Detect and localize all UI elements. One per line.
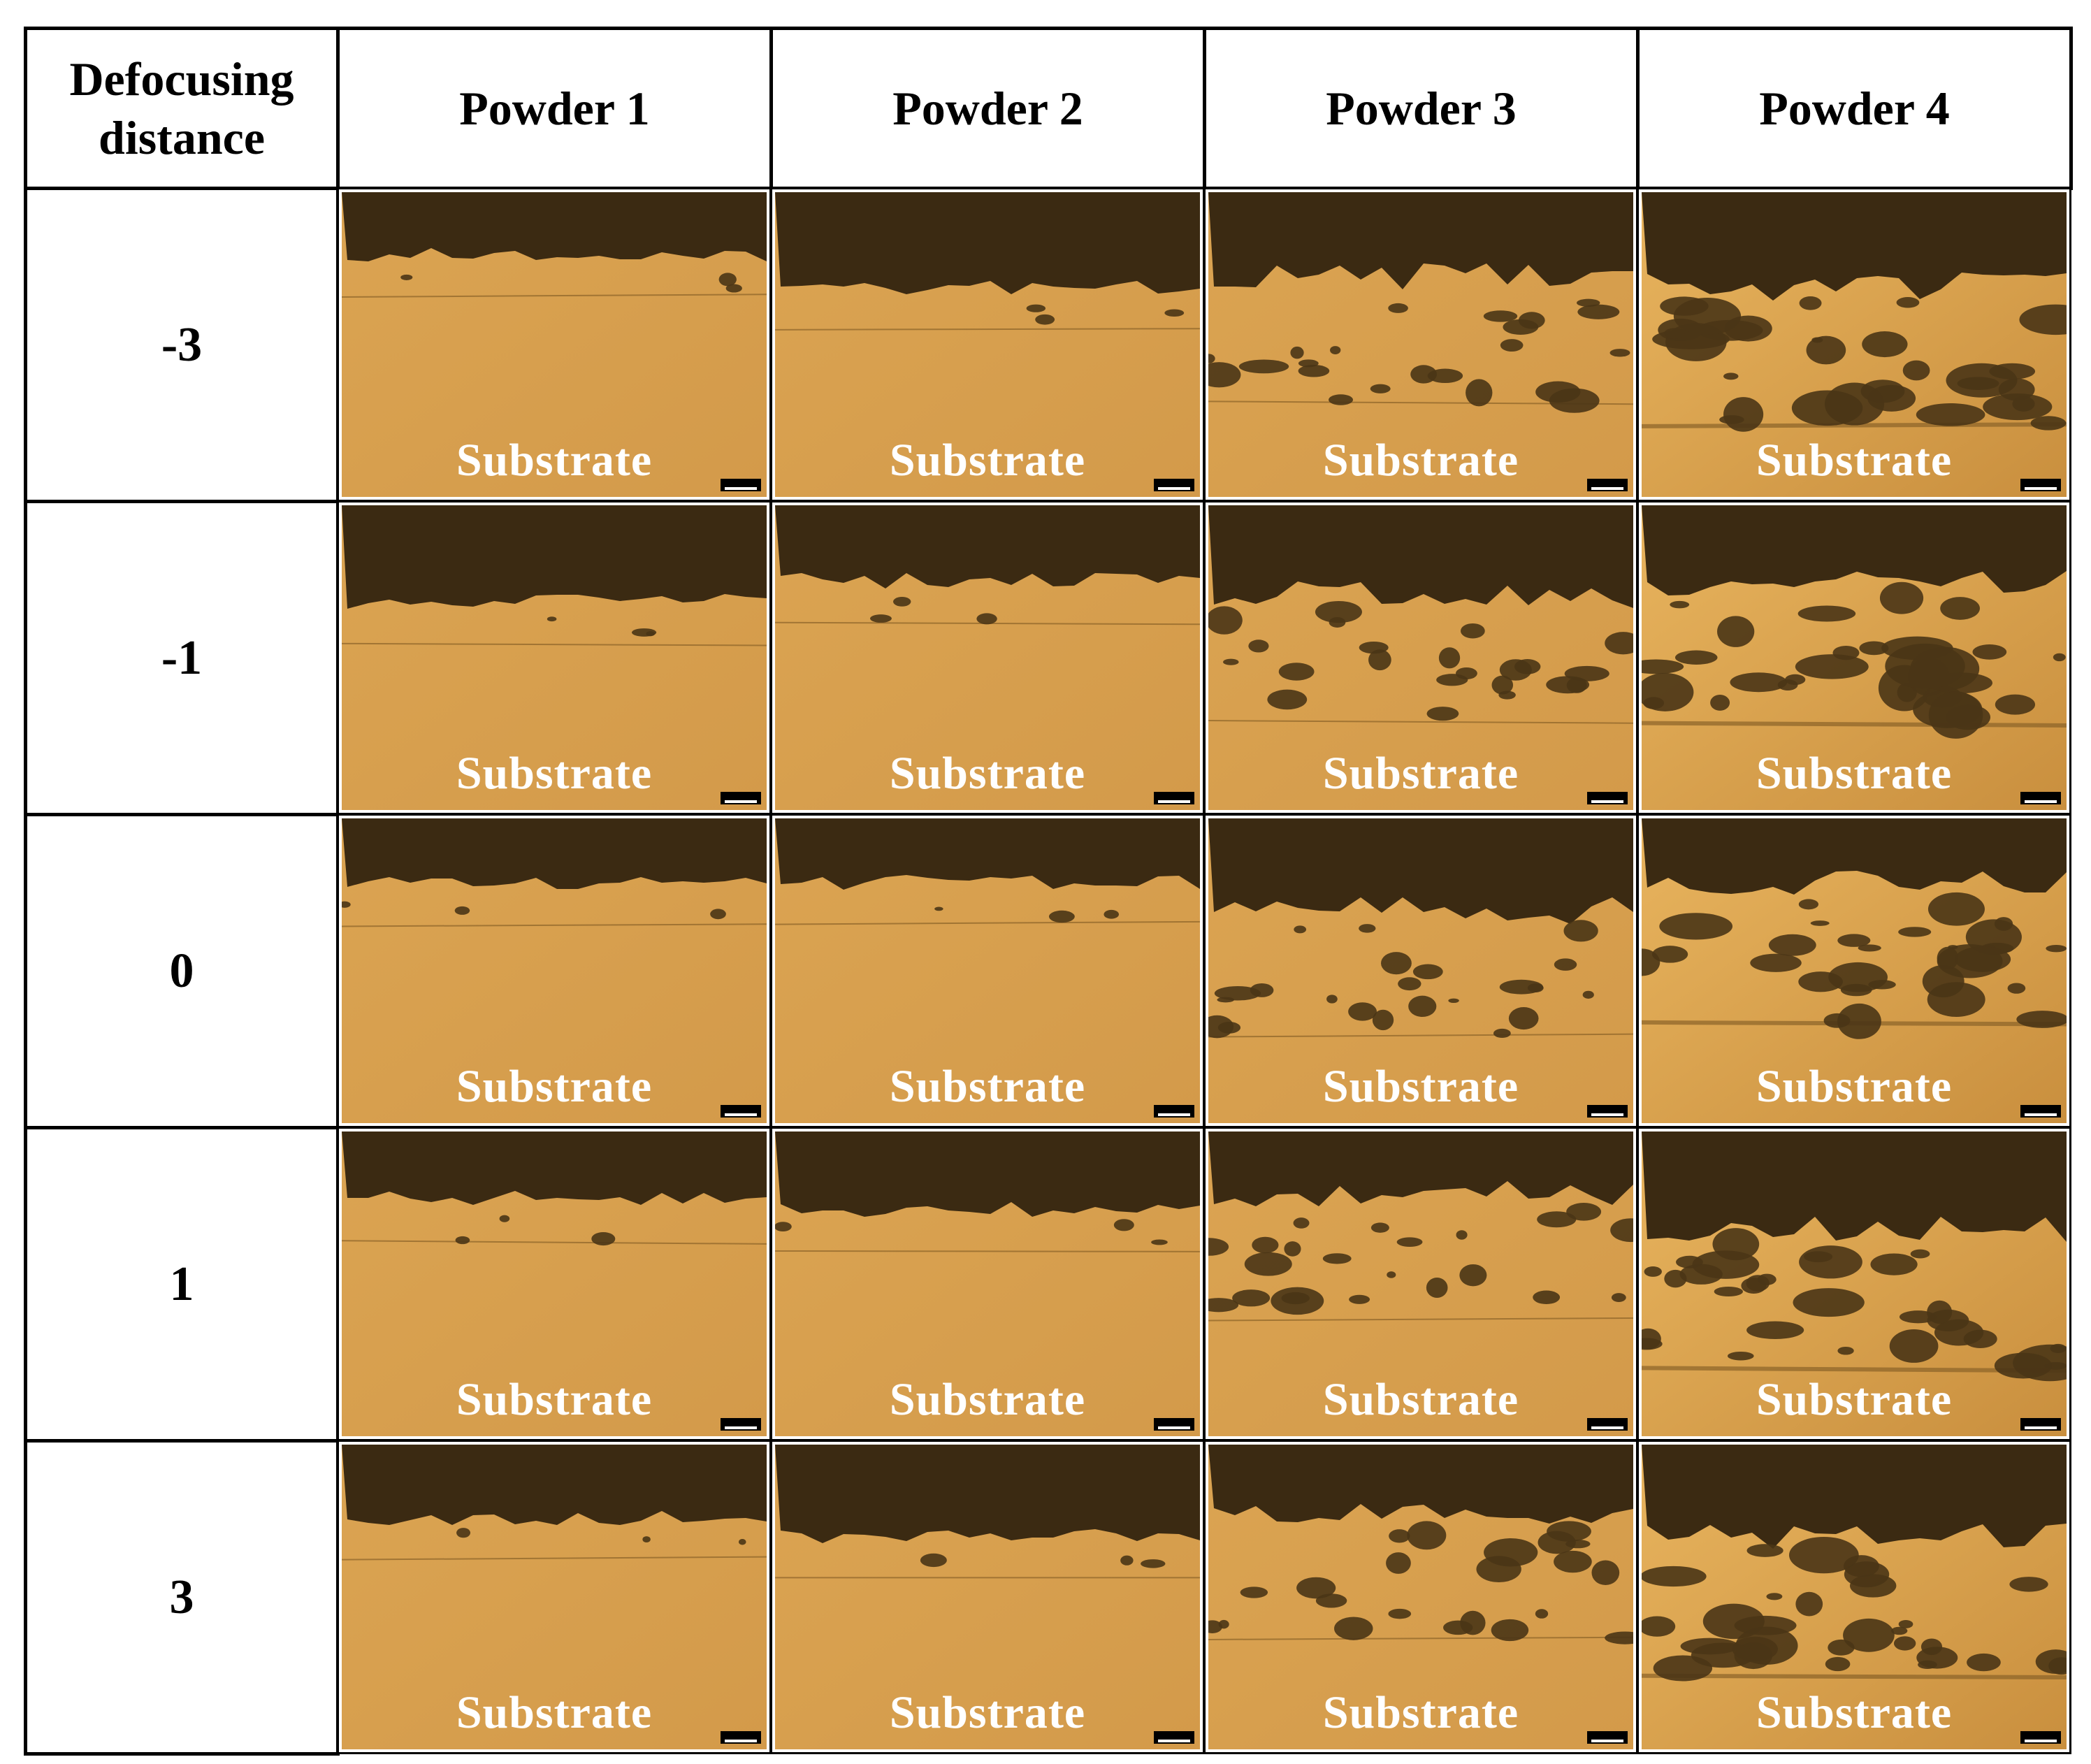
substrate-label: Substrate (456, 1374, 653, 1425)
micrograph: Substrate (337, 500, 772, 815)
micrograph: Substrate (1637, 500, 2071, 815)
substrate-label: Substrate (1756, 1061, 1953, 1112)
micrograph: Substrate (1637, 1127, 2071, 1441)
micrograph-image (1642, 192, 2067, 497)
micrograph-image (1642, 505, 2067, 810)
micrograph-image (342, 818, 767, 1123)
substrate-label: Substrate (889, 1061, 1086, 1112)
header-cell: Powder 2 (769, 27, 1206, 190)
substrate-label: Substrate (1322, 1687, 1519, 1738)
header-cell: Powder 4 (1636, 27, 2073, 190)
micrograph-image (1208, 1445, 1633, 1749)
row-label: -1 (24, 500, 340, 816)
micrograph: Substrate (770, 1127, 1205, 1441)
micrograph: Substrate (1637, 187, 2071, 502)
substrate-label: Substrate (456, 748, 653, 799)
substrate-label: Substrate (1322, 1061, 1519, 1112)
header-cell: Powder 1 (336, 27, 773, 190)
substrate-label: Substrate (1756, 1374, 1953, 1425)
micrograph-image (1208, 818, 1633, 1123)
micrograph: Substrate (770, 500, 1205, 815)
header-cell: Defocusing distance (24, 27, 340, 190)
micrograph-image (1642, 1132, 2067, 1436)
micrograph-image (1642, 1445, 2067, 1749)
row-label: 1 (24, 1126, 340, 1443)
micrograph-image (1208, 192, 1633, 497)
substrate-label: Substrate (889, 748, 1086, 799)
micrograph: Substrate (1203, 500, 1638, 815)
micrograph-image (342, 1132, 767, 1436)
substrate-label: Substrate (889, 1374, 1086, 1425)
micrograph-image (1208, 1132, 1633, 1436)
row-label: 3 (24, 1439, 340, 1756)
substrate-label: Substrate (1322, 435, 1519, 486)
substrate-label: Substrate (889, 435, 1086, 486)
substrate-label: Substrate (889, 1687, 1086, 1738)
micrograph: Substrate (1203, 187, 1638, 502)
micrograph-image (775, 505, 1200, 810)
substrate-label: Substrate (1756, 1687, 1953, 1738)
micrograph: Substrate (1203, 814, 1638, 1128)
micrograph-image (1642, 818, 2067, 1123)
micrograph-image (342, 505, 767, 810)
substrate-label: Substrate (1756, 748, 1953, 799)
row-label: 0 (24, 813, 340, 1129)
micrograph: Substrate (1203, 1127, 1638, 1441)
micrograph-image (1208, 505, 1633, 810)
micrograph-image (342, 1445, 767, 1749)
micrograph: Substrate (1637, 1440, 2071, 1754)
header-cell: Powder 3 (1203, 27, 1640, 190)
micrograph: Substrate (337, 1127, 772, 1441)
micrograph: Substrate (770, 187, 1205, 502)
micrograph: Substrate (770, 814, 1205, 1128)
micrograph-image (775, 1132, 1200, 1436)
micrograph: Substrate (770, 1440, 1205, 1754)
micrograph: Substrate (1637, 814, 2071, 1128)
substrate-label: Substrate (456, 1061, 653, 1112)
substrate-label: Substrate (456, 1687, 653, 1738)
micrograph-image (342, 192, 767, 497)
substrate-label: Substrate (456, 435, 653, 486)
micrograph-image (775, 1445, 1200, 1749)
micrograph: Substrate (1203, 1440, 1638, 1754)
substrate-label: Substrate (1322, 748, 1519, 799)
substrate-label: Substrate (1756, 435, 1953, 486)
substrate-label: Substrate (1322, 1374, 1519, 1425)
row-label: -3 (24, 187, 340, 503)
micrograph: Substrate (337, 814, 772, 1128)
micrograph-image (775, 192, 1200, 497)
micrograph: Substrate (337, 1440, 772, 1754)
micrograph: Substrate (337, 187, 772, 502)
micrograph-image (775, 818, 1200, 1123)
